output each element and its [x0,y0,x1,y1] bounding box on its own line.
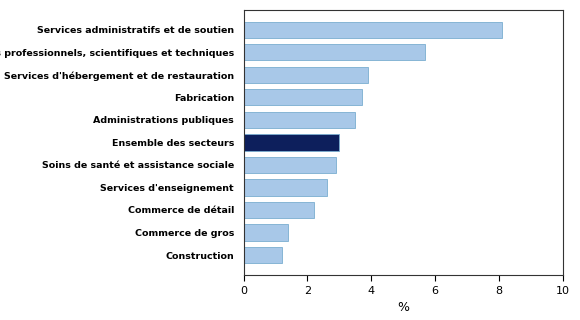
Bar [244,44,426,60]
Bar [244,179,327,196]
Bar [244,224,288,241]
X-axis label: %: % [397,301,409,314]
Bar [244,22,502,38]
Bar [244,112,355,128]
Bar [244,67,368,83]
Bar [244,247,282,263]
Bar [244,134,339,150]
Bar [244,157,336,173]
Bar [244,202,314,218]
Bar [244,89,362,106]
